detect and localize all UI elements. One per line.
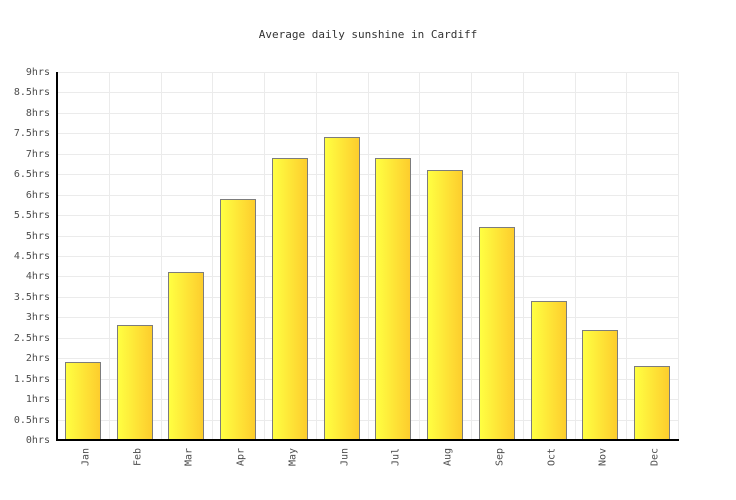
bar-may: [271, 157, 308, 440]
bar-jun: [323, 137, 360, 440]
y-tick-label: 2hrs: [25, 353, 50, 365]
chart-title: Average daily sunshine in Cardiff: [258, 28, 478, 41]
y-tick-label: 9hrs: [25, 66, 50, 78]
y-tick-label: 3hrs: [25, 312, 50, 324]
y-tick-label: 1.5hrs: [13, 373, 50, 385]
v-gridline: [160, 72, 162, 439]
bar-oct: [530, 300, 567, 440]
bar-sep: [478, 227, 515, 440]
x-tick-label: Nov: [597, 447, 609, 467]
v-gridline: [471, 72, 472, 439]
x-tick-label: Dec: [649, 447, 661, 467]
x-axis-line: [56, 439, 679, 441]
v-gridline: [522, 72, 524, 439]
y-tick-label: 5hrs: [25, 230, 50, 242]
bar-mar: [168, 272, 205, 440]
v-gridline: [574, 72, 576, 439]
x-tick-label: Apr: [235, 447, 247, 467]
x-tick-label: Oct: [546, 447, 558, 467]
bar-jan: [64, 362, 101, 440]
v-gridline: [212, 72, 214, 439]
y-tick-label: 3.5hrs: [13, 291, 50, 303]
y-tick-label: 4hrs: [25, 271, 50, 283]
v-gridline: [678, 72, 679, 439]
bar-jul: [375, 157, 412, 440]
y-tick-label: 4.5hrs: [13, 250, 50, 262]
y-tick-label: 7.5hrs: [13, 128, 50, 140]
bar-dec: [634, 366, 671, 440]
y-tick-label: 8.5hrs: [13, 87, 50, 99]
bar-aug: [427, 170, 464, 440]
bar-feb: [116, 325, 153, 440]
x-tick-label: Sep: [494, 447, 506, 467]
y-tick-label: 2.5hrs: [13, 332, 50, 344]
x-tick-label: Mar: [183, 447, 195, 467]
x-tick-label: Jan: [80, 447, 92, 467]
v-gridline: [315, 72, 317, 439]
x-tick-label: Feb: [132, 447, 144, 467]
y-tick-label: 6hrs: [25, 189, 50, 201]
y-axis-line: [56, 72, 58, 441]
bar-apr: [220, 198, 257, 440]
x-tick-label: Aug: [442, 447, 454, 467]
y-tick-label: 0hrs: [25, 435, 50, 446]
v-gridline: [367, 72, 369, 439]
v-gridline: [419, 72, 421, 439]
y-tick-label: 6.5hrs: [13, 169, 50, 181]
v-gridline: [264, 72, 265, 439]
y-tick-label: 0.5hrs: [13, 414, 50, 426]
x-tick-label: Jun: [339, 447, 351, 467]
y-tick-label: 1hrs: [25, 394, 50, 406]
v-gridline: [626, 72, 628, 439]
v-gridline: [108, 72, 110, 439]
x-tick-label: Jul: [390, 447, 402, 467]
bar-nov: [582, 329, 619, 440]
y-tick-label: 7hrs: [25, 148, 50, 160]
y-tick-label: 8hrs: [25, 107, 50, 119]
x-tick-label: May: [287, 447, 299, 467]
y-tick-label: 5.5hrs: [13, 210, 50, 222]
